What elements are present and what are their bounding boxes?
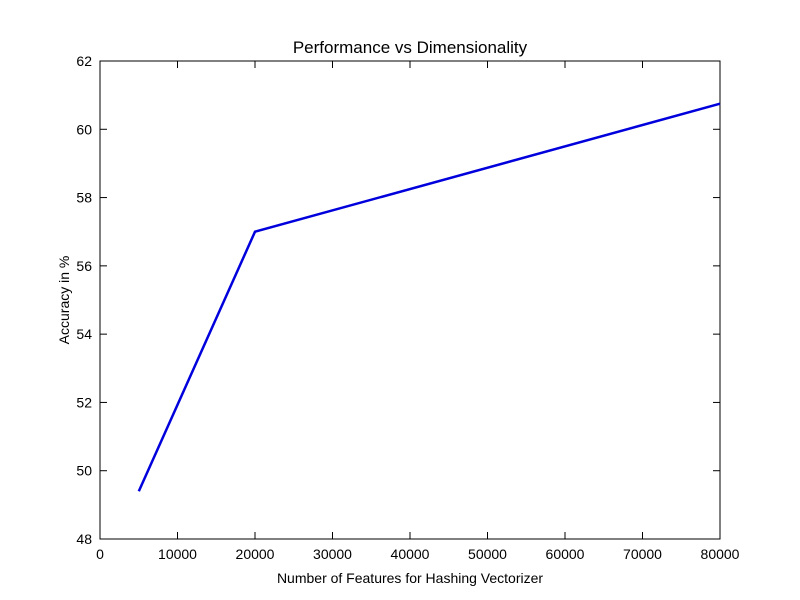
x-axis-label: Number of Features for Hashing Vectorize… [277, 570, 543, 586]
x-tick-label-6: 60000 [546, 546, 585, 562]
y-tick-label-1: 50 [76, 463, 92, 479]
y-tick-label-2: 52 [76, 394, 92, 410]
y-tick-label-5: 58 [76, 190, 92, 206]
y-tick-label-7: 62 [76, 53, 92, 69]
series-line-0 [137, 102, 721, 492]
x-tick-label-2: 20000 [236, 546, 275, 562]
y-tick-label-6: 60 [76, 121, 92, 137]
x-tick-label-8: 80000 [701, 546, 740, 562]
y-tick-label-0: 48 [76, 531, 92, 547]
x-tick-label-0: 0 [96, 546, 104, 562]
x-tick-label-5: 50000 [468, 546, 507, 562]
plot-area: 0 10000 20000 30000 40000 50000 60000 70000 8000… [76, 53, 739, 562]
chart-title: Performance vs Dimensionality [293, 38, 528, 57]
y-tick-label-4: 56 [76, 258, 92, 274]
x-tick-label-4: 40000 [391, 546, 430, 562]
x-tick-label-3: 30000 [313, 546, 352, 562]
y-tick-label-3: 54 [76, 326, 92, 342]
x-tick-label-7: 70000 [623, 546, 662, 562]
x-tick-label-1: 10000 [158, 546, 197, 562]
y-axis-label: Accuracy in % [56, 256, 72, 345]
